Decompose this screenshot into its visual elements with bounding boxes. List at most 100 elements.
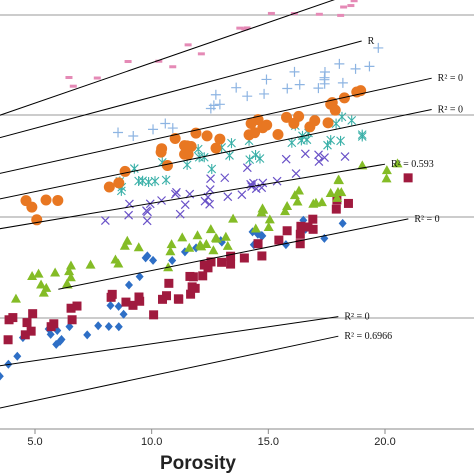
data-point — [49, 319, 59, 329]
series-circle — [20, 85, 367, 226]
data-point — [155, 59, 163, 63]
data-point — [27, 271, 38, 281]
data-point — [65, 272, 76, 282]
data-point — [164, 278, 174, 288]
data-point — [172, 187, 181, 197]
x-axis: 5.0 10.0 15.0 20.0 — [0, 428, 474, 448]
data-point — [257, 251, 267, 261]
data-point — [337, 13, 345, 17]
data-point — [237, 190, 247, 200]
r2-labels: R² = 0.6966 R² = 0 R² = 0 R² = 0.593 R² = 0 R… — [344, 36, 463, 342]
data-point — [67, 315, 77, 325]
data-point — [319, 78, 330, 89]
data-point — [106, 300, 115, 310]
data-point — [114, 322, 123, 332]
data-point — [107, 289, 117, 299]
data-point — [121, 297, 131, 307]
data-point — [143, 251, 152, 261]
data-point — [242, 163, 252, 173]
data-point — [308, 224, 318, 234]
data-point — [124, 280, 133, 290]
data-point — [323, 140, 332, 151]
trendline — [0, 316, 339, 367]
data-point — [281, 111, 293, 123]
data-point — [110, 254, 121, 264]
data-point — [114, 301, 123, 311]
data-point — [255, 153, 265, 164]
data-point — [403, 173, 413, 183]
data-point — [135, 272, 144, 282]
data-point — [294, 79, 305, 90]
data-point — [241, 27, 249, 31]
data-point — [295, 239, 305, 249]
data-point — [258, 204, 269, 214]
data-point — [309, 115, 321, 127]
data-point — [223, 192, 233, 202]
data-point — [381, 173, 392, 183]
data-point — [206, 257, 216, 267]
data-point — [199, 260, 209, 270]
data-point — [245, 154, 255, 165]
data-point — [50, 267, 61, 277]
data-point — [158, 294, 168, 304]
data-point — [251, 150, 260, 161]
data-point — [308, 198, 319, 208]
x-tick-label: 20.0 — [374, 436, 395, 448]
data-point — [373, 42, 384, 53]
data-point — [168, 256, 177, 266]
data-point — [347, 115, 357, 126]
data-point — [38, 287, 49, 297]
trendline — [58, 218, 409, 290]
data-point — [332, 192, 343, 202]
data-point — [231, 82, 242, 93]
data-point — [149, 255, 158, 265]
data-point — [3, 335, 13, 345]
data-point — [33, 268, 44, 278]
data-point — [177, 232, 188, 242]
data-point — [259, 88, 270, 99]
data-point — [338, 218, 347, 228]
data-point — [83, 330, 92, 340]
data-point — [264, 214, 275, 224]
data-point — [357, 131, 367, 142]
data-point — [52, 194, 64, 206]
trendline — [0, 163, 386, 230]
data-point — [61, 278, 72, 288]
r2-label: R² = 0 — [438, 104, 463, 115]
data-point — [128, 131, 139, 142]
x-tick-label: 5.0 — [27, 436, 42, 448]
data-point — [26, 326, 36, 336]
data-point — [206, 174, 215, 184]
data-point — [26, 201, 38, 213]
data-point — [188, 272, 198, 282]
r2-label: R² = 0.6966 — [344, 331, 392, 342]
data-point — [186, 289, 196, 299]
data-point — [138, 175, 148, 186]
data-point — [119, 165, 131, 177]
r2-label: R² = 0 — [344, 312, 369, 323]
data-point — [205, 224, 216, 234]
data-point — [4, 315, 14, 325]
data-point — [208, 245, 219, 255]
data-point — [64, 266, 75, 276]
data-point — [57, 335, 66, 345]
data-point — [293, 110, 305, 122]
data-point — [281, 240, 290, 250]
data-point — [201, 130, 213, 142]
data-point — [350, 0, 358, 3]
data-point — [332, 187, 343, 197]
data-point — [293, 185, 304, 195]
data-point — [124, 210, 134, 220]
data-point — [331, 204, 341, 214]
data-point — [292, 196, 303, 206]
data-point — [228, 213, 239, 223]
data-point — [295, 229, 305, 239]
data-point — [316, 197, 327, 207]
data-point — [282, 226, 292, 236]
data-point — [133, 242, 144, 252]
data-point — [134, 292, 144, 302]
data-point — [165, 246, 176, 256]
data-point — [320, 153, 329, 163]
data-point — [161, 175, 171, 186]
